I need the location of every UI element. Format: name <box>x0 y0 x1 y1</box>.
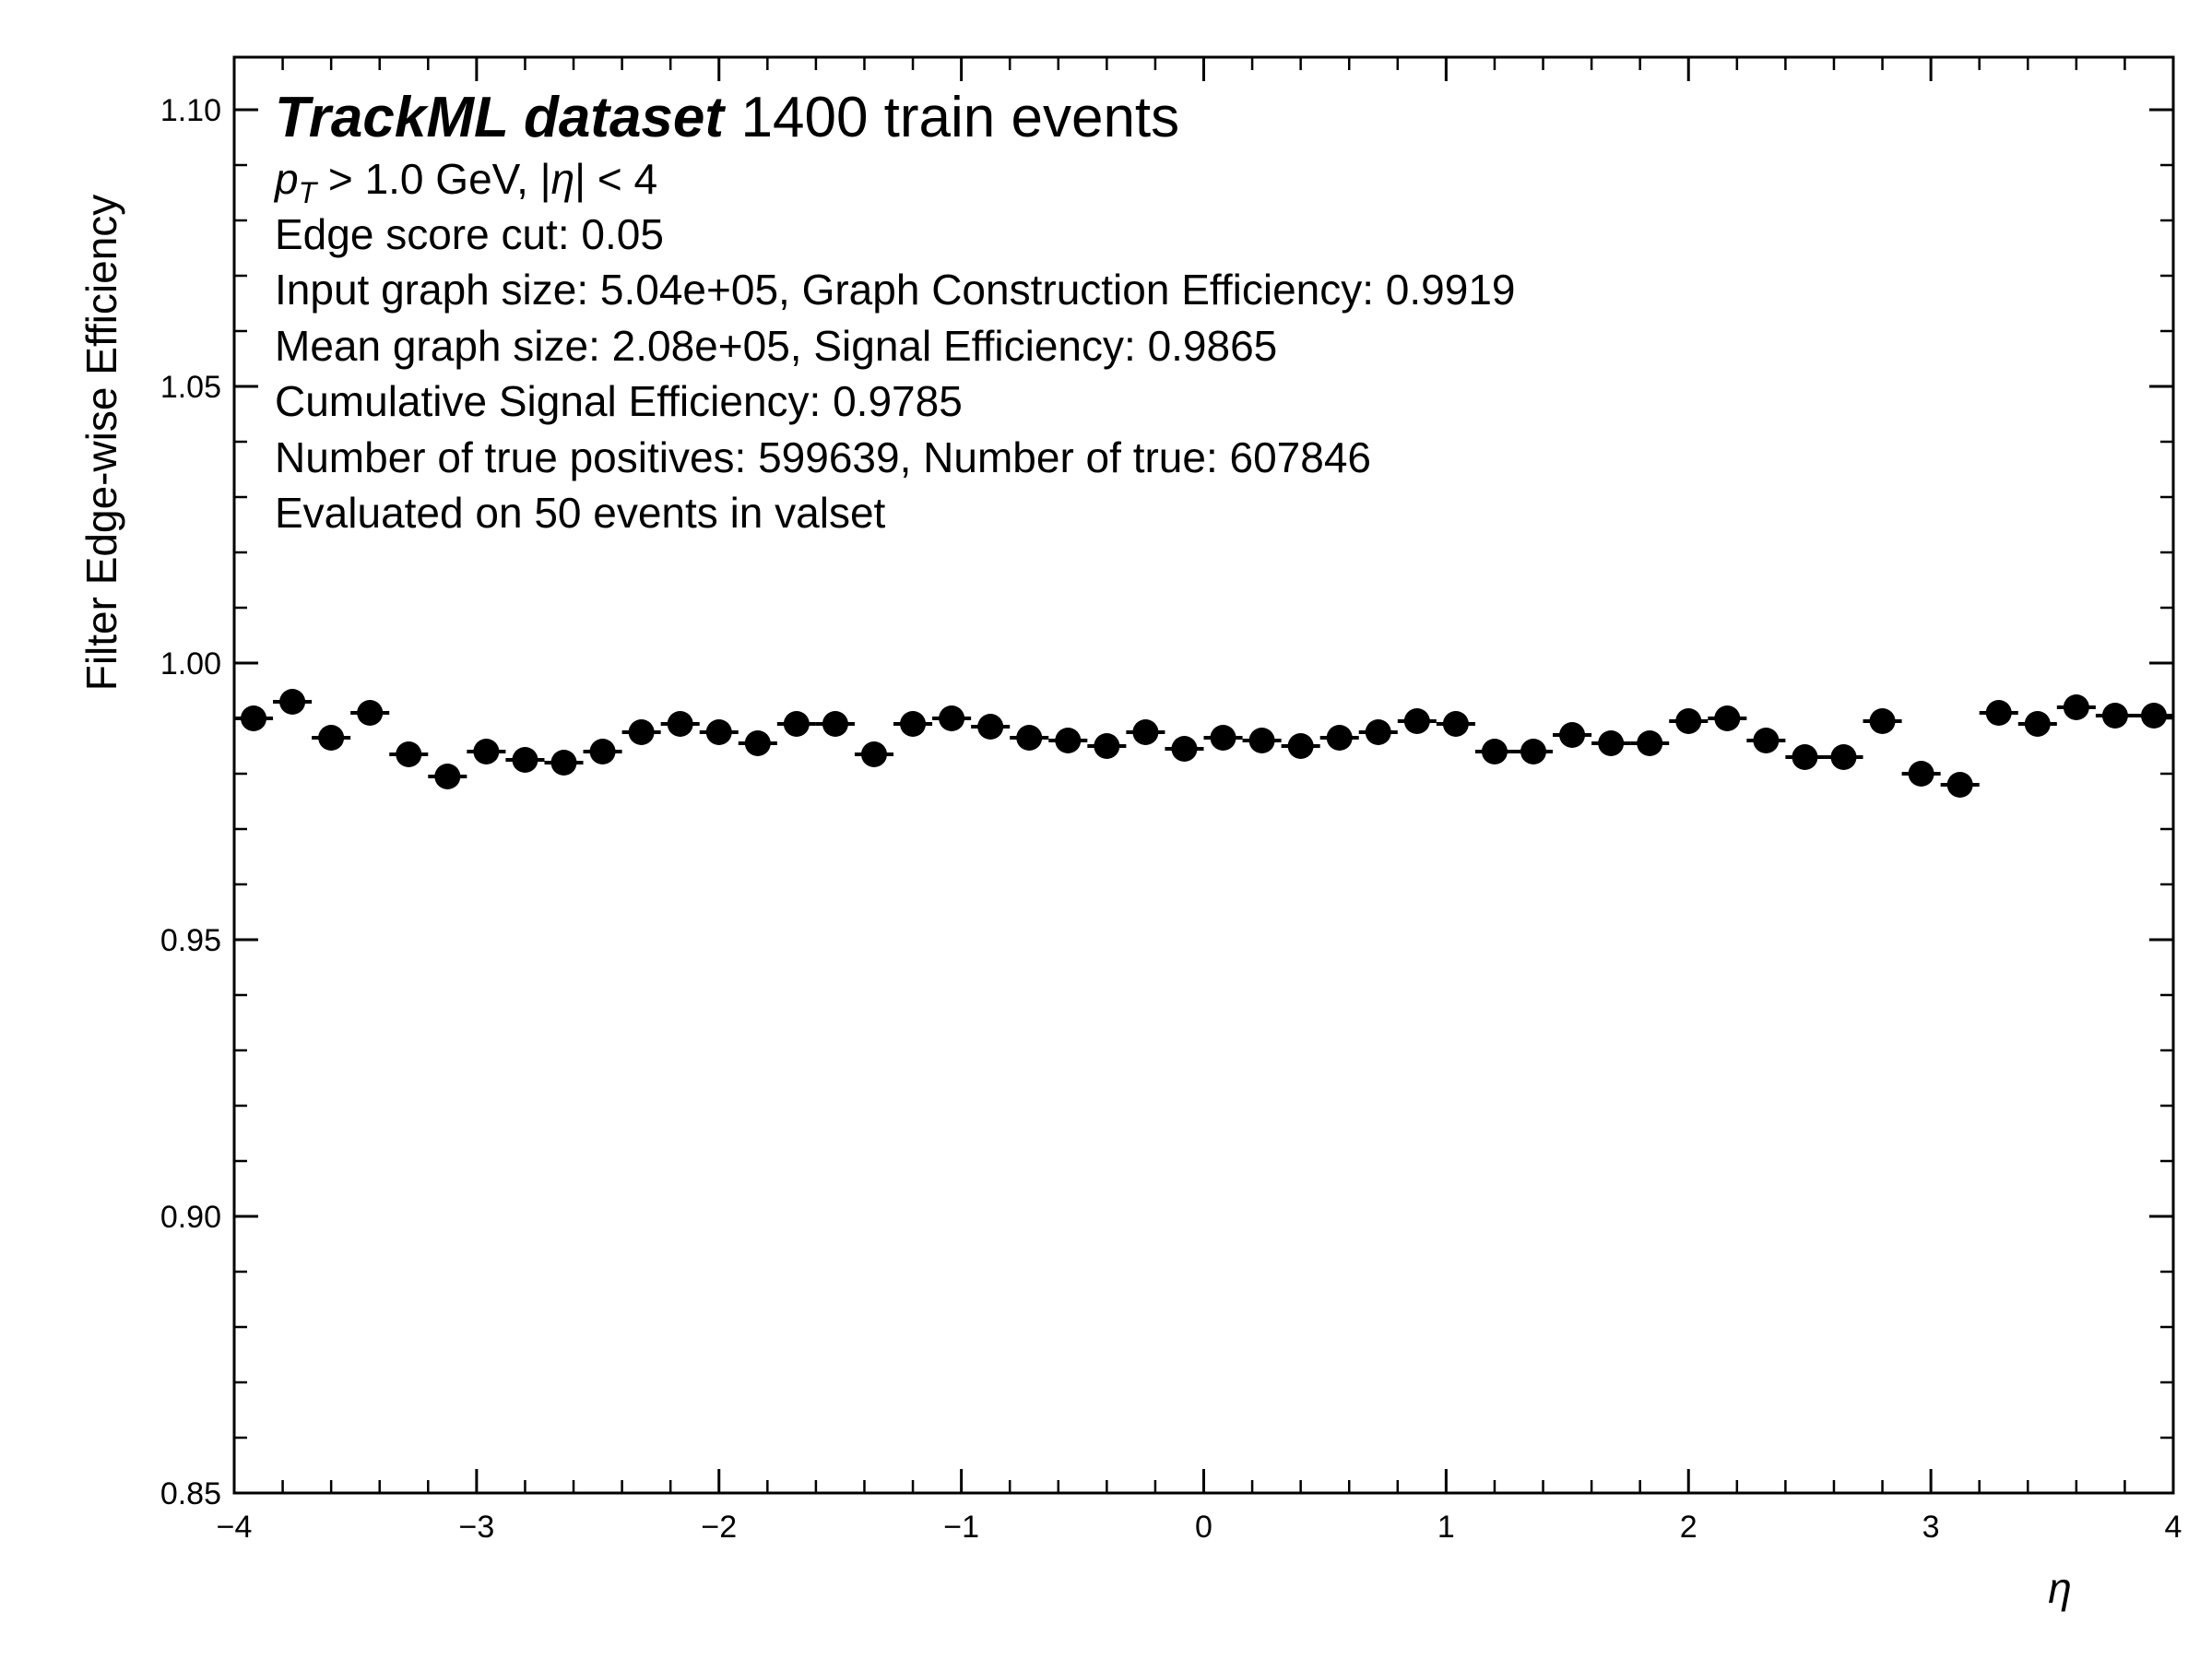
data-point <box>279 689 306 715</box>
data-point <box>1403 708 1430 734</box>
edge-score-cut: Edge score cut: 0.05 <box>275 210 664 258</box>
y-tick-label: 0.95 <box>160 923 221 958</box>
data-point <box>2063 694 2089 720</box>
data-point <box>1753 728 1780 753</box>
plot-frame <box>232 55 2175 1495</box>
data-point <box>1326 725 1353 751</box>
x-tick-label: −3 <box>458 1510 494 1545</box>
chart-title: TrackML dataset 1400 train events <box>275 86 1179 149</box>
data-point <box>667 711 693 737</box>
x-tick-label: 2 <box>1680 1510 1697 1545</box>
data-point <box>628 719 655 745</box>
data-point <box>744 730 771 756</box>
data-point <box>434 764 461 789</box>
data-point <box>2101 703 2128 729</box>
data-point <box>589 739 616 764</box>
data-point <box>1365 719 1391 745</box>
data-point <box>396 741 422 767</box>
data-point <box>512 747 538 773</box>
data-point <box>1985 700 2012 726</box>
data-point <box>1055 728 1082 753</box>
tick-labels: −4 −3 −2 −1 0 1 2 3 4 0.85 0.90 0.95 1.00 1.05 1.10 <box>160 93 2182 1545</box>
x-tick-label: 4 <box>2165 1510 2182 1545</box>
y-axis-label: Filter Edge-wise Efficiency <box>77 195 125 692</box>
data-point <box>1016 725 1043 751</box>
data-point <box>783 711 810 737</box>
data-point <box>705 719 732 745</box>
title-bold: TrackML dataset <box>275 86 726 149</box>
data-point <box>1287 733 1314 759</box>
cumulative-efficiency: Cumulative Signal Efficiency: 0.9785 <box>275 377 963 425</box>
y-tick-label: 0.85 <box>160 1476 221 1511</box>
y-tick-label: 1.05 <box>160 370 221 405</box>
evaluation-info: Evaluated on 50 events in valset <box>275 489 886 537</box>
x-tick-label: 1 <box>1437 1510 1455 1545</box>
x-tick-label: −2 <box>701 1510 737 1545</box>
data-point <box>1442 711 1469 737</box>
data-point <box>939 705 965 731</box>
data-point <box>1946 772 1973 798</box>
data-point <box>860 741 887 767</box>
data-point <box>357 700 384 726</box>
data-point <box>1637 730 1663 756</box>
data-point <box>977 714 1004 740</box>
x-axis-label: η <box>2048 1564 2072 1612</box>
data-point <box>822 711 848 737</box>
title-rest: 1400 train events <box>741 86 1180 149</box>
data-point <box>1675 708 1702 734</box>
kinematic-cut: pT > 1.0 GeV, |η| < 4 <box>273 155 657 209</box>
data-point <box>1210 725 1236 751</box>
x-tick-label: 3 <box>1922 1510 1940 1545</box>
y-tick-label: 1.00 <box>160 646 221 681</box>
data-point <box>900 711 927 737</box>
data-point <box>1714 705 1741 731</box>
data-point <box>1792 744 1818 770</box>
x-tick-label: −1 <box>943 1510 979 1545</box>
y-tick-label: 1.10 <box>160 93 221 128</box>
data-point <box>241 705 267 731</box>
data-point <box>1908 761 1934 787</box>
data-point <box>550 750 577 776</box>
input-graph-info: Input graph size: 5.04e+05, Graph Constr… <box>275 266 1516 314</box>
true-positives-info: Number of true positives: 599639, Number… <box>275 433 1371 481</box>
data-point <box>318 725 345 751</box>
data-point <box>1520 739 1547 764</box>
y-tick-label: 0.90 <box>160 1200 221 1235</box>
data-point <box>473 739 500 764</box>
x-tick-label: −4 <box>217 1510 253 1545</box>
data-point <box>1171 736 1198 762</box>
data-point <box>1598 730 1625 756</box>
data-point <box>2024 711 2051 737</box>
data-point <box>1132 719 1159 745</box>
data-point <box>1869 708 1896 734</box>
data-point <box>1094 733 1120 759</box>
data-point <box>1481 739 1508 764</box>
data-point <box>1248 728 1275 753</box>
data-points <box>234 689 2173 798</box>
mean-graph-info: Mean graph size: 2.08e+05, Signal Effici… <box>275 322 1277 370</box>
data-point <box>1830 744 1857 770</box>
x-tick-label: 0 <box>1195 1510 1212 1545</box>
data-point <box>1559 722 1586 748</box>
data-point <box>2140 703 2167 729</box>
